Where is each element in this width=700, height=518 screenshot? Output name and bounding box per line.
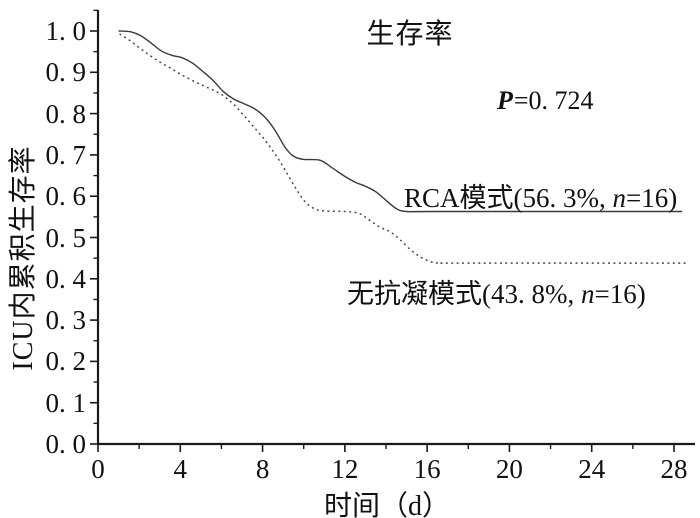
x-tick-label: 20 xyxy=(495,454,523,484)
p-value-text: =0. 724 xyxy=(513,86,594,115)
series-label-no-anticoagulation: 无抗凝模式(43. 8%, n=16) xyxy=(347,272,646,311)
y-tick-label: 0. 5 xyxy=(45,222,87,253)
x-tick-label: 28 xyxy=(660,454,688,484)
series-label-rca: RCA模式(56. 3%, n=16) xyxy=(404,176,677,215)
series-label-rca-n: n xyxy=(612,183,627,213)
x-tick-label: 16 xyxy=(413,454,441,484)
series-label-noac-n: n xyxy=(580,279,595,309)
y-tick-label: 0. 1 xyxy=(45,387,87,418)
curve-rca xyxy=(118,30,683,213)
curve-no-anticoagulation xyxy=(119,33,687,264)
p-value-annotation: P=0. 724 xyxy=(497,86,594,116)
p-symbol: P xyxy=(497,86,513,115)
series-label-rca-prefix: RCA模式(56. 3%, xyxy=(404,183,613,213)
y-tick-label: 0. 6 xyxy=(45,181,87,212)
series-label-noac-suffix: =16) xyxy=(594,279,646,309)
y-tick-label: 0. 9 xyxy=(45,57,87,88)
x-tick-label: 4 xyxy=(173,454,188,484)
x-tick-label: 24 xyxy=(578,454,606,484)
y-tick-label: 0. 7 xyxy=(45,139,87,170)
y-tick-label: 0. 3 xyxy=(45,305,87,336)
series-label-noac-prefix: 无抗凝模式(43. 8%, xyxy=(347,279,581,309)
y-tick-label: 0. 0 xyxy=(45,429,87,459)
series-label-rca-suffix: =16) xyxy=(626,183,678,213)
chart-title: 生存率 xyxy=(366,19,454,50)
x-axis-title: 时间（d） xyxy=(323,491,450,518)
y-tick-label: 0. 4 xyxy=(45,263,87,294)
x-tick-label: 8 xyxy=(255,454,270,484)
y-tick-label: 0. 8 xyxy=(45,98,87,129)
x-tick-label: 12 xyxy=(331,454,359,484)
y-tick-label: 1. 0 xyxy=(45,16,87,46)
y-tick-label: 0. 2 xyxy=(45,346,87,377)
x-tick-label: 0 xyxy=(91,454,105,484)
